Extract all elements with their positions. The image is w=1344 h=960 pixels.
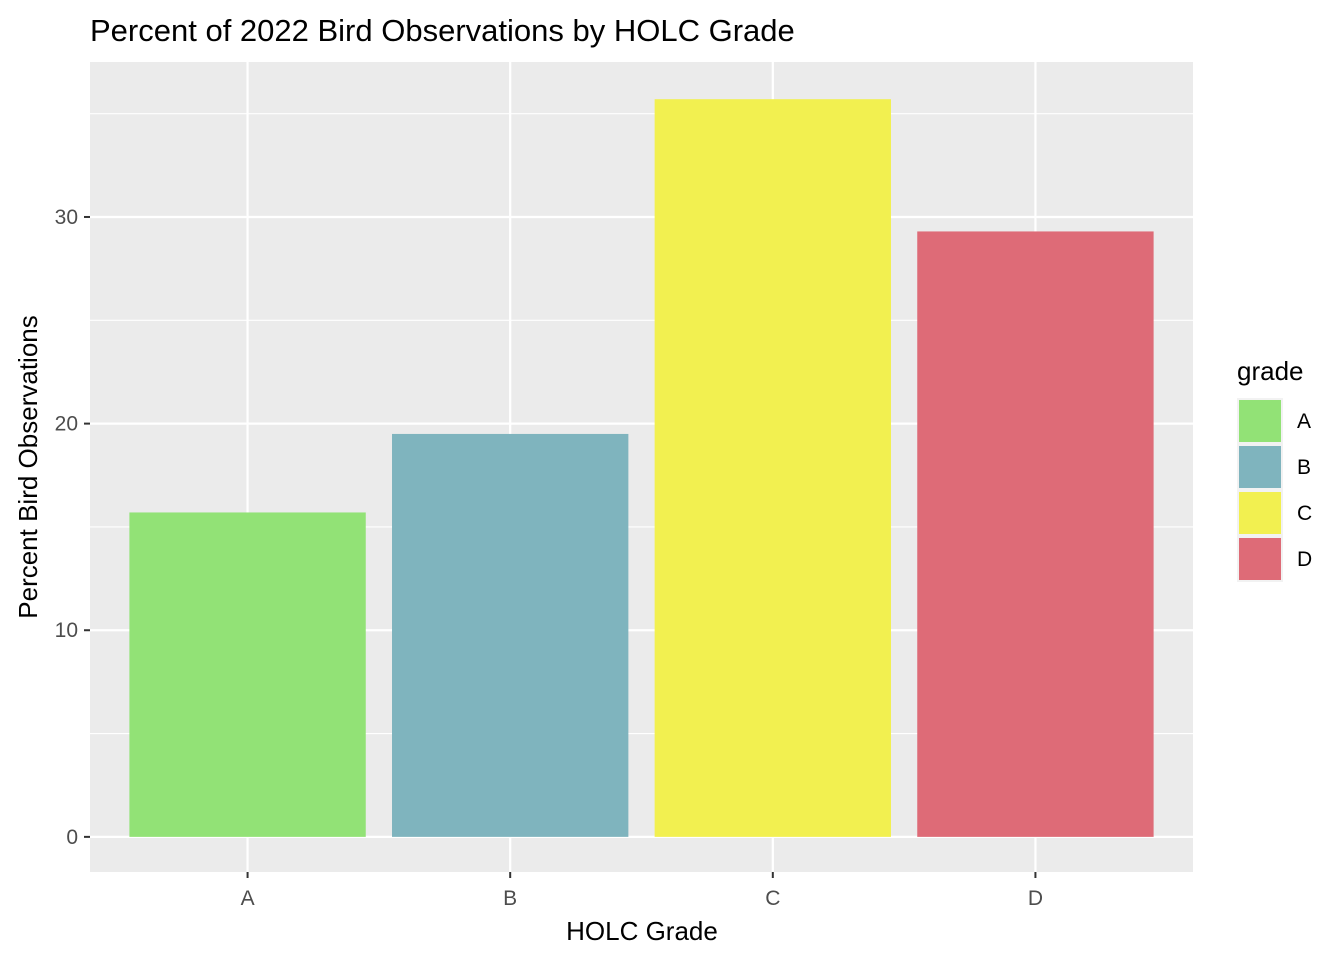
bar-B	[392, 433, 629, 837]
x-tick-label: D	[1028, 887, 1043, 910]
legend-swatch-A	[1239, 400, 1281, 442]
chart-title: Percent of 2022 Bird Observations by HOL…	[90, 13, 795, 48]
legend-swatch-D	[1239, 538, 1281, 580]
y-tick-label: 0	[66, 826, 78, 849]
legend-label-C: C	[1297, 502, 1312, 525]
x-tick-label: A	[241, 887, 255, 910]
legend-label-A: A	[1297, 410, 1311, 433]
bar-C	[654, 99, 891, 837]
x-tick-label: B	[503, 887, 517, 910]
x-axis: A B C D	[241, 872, 1043, 910]
y-tick-label: 30	[55, 206, 78, 229]
bars	[129, 99, 1154, 837]
x-tick-label: C	[765, 887, 780, 910]
y-axis: 0 10 20 30	[55, 206, 90, 849]
bar-D	[917, 231, 1154, 837]
legend-title: grade	[1237, 356, 1304, 386]
y-axis-title: Percent Bird Observations	[13, 315, 43, 618]
legend-label-D: D	[1297, 548, 1312, 571]
bar-A	[129, 512, 366, 837]
y-tick-label: 20	[55, 413, 78, 436]
legend-swatch-C	[1239, 492, 1281, 534]
x-axis-title: HOLC Grade	[566, 916, 718, 946]
legend-label-B: B	[1297, 456, 1311, 479]
legend-swatch-B	[1239, 446, 1281, 488]
y-tick-label: 10	[55, 619, 78, 642]
